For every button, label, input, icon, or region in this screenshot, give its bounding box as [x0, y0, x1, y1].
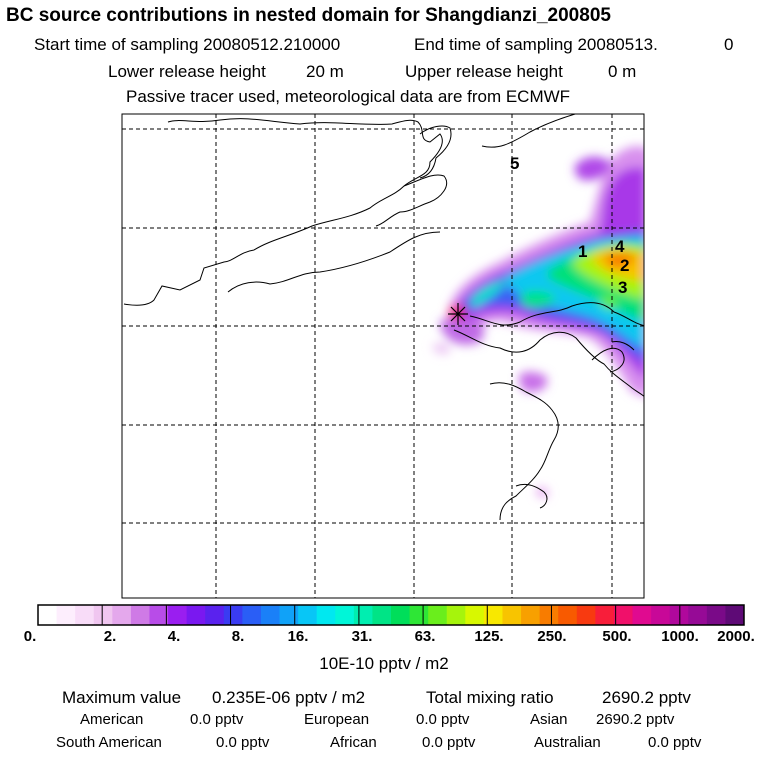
colorbar-swatch — [242, 605, 262, 625]
marker-2: 2 — [620, 256, 629, 275]
start-time-label: Start time of sampling 20080512.210000 — [34, 35, 341, 54]
colorbar-swatch — [613, 605, 634, 625]
colorbar-swatch — [502, 605, 522, 625]
upper-release-label: Upper release height — [405, 62, 563, 81]
max-value: 0.235E-06 pptv / m2 — [212, 688, 366, 707]
map-frame — [121, 113, 645, 599]
colorbar-swatch — [205, 605, 225, 625]
colorbar-tick: 0. — [23, 628, 37, 645]
upper-release-value: 0 m — [608, 62, 637, 81]
colorbar-swatch — [391, 605, 411, 625]
colorbar-swatch — [558, 605, 578, 625]
end-time-label: End time of sampling 20080513. — [414, 35, 658, 54]
colorbar-swatch — [651, 605, 671, 625]
region-value: 0.0 pptv — [648, 734, 702, 751]
colorbar-swatch — [56, 605, 76, 625]
colorbar-swatch — [149, 605, 169, 625]
total-mixing-value: 2690.2 pptv — [602, 688, 691, 707]
receptor-marker — [448, 303, 468, 325]
colorbar — [37, 604, 745, 626]
map-grid — [122, 114, 644, 598]
colorbar-swatch — [298, 605, 318, 625]
colorbar-swatch — [279, 605, 299, 625]
colorbar-tick: 250. — [537, 628, 567, 645]
colorbar-swatch — [428, 605, 448, 625]
lower-release-value: 20 m — [306, 62, 344, 81]
colorbar-tick: 31. — [351, 628, 373, 645]
colorbar-tick: 125. — [474, 628, 504, 645]
colorbar-swatch — [725, 605, 745, 625]
colorbar-swatch — [483, 605, 503, 625]
colorbar-swatch — [335, 605, 355, 625]
colorbar-swatch — [186, 605, 206, 625]
marker-4: 4 — [615, 237, 625, 256]
region-value: 0.0 pptv — [216, 734, 270, 751]
colorbar-tick: 63. — [414, 628, 436, 645]
region-name: Asian — [530, 711, 568, 728]
colorbar-swatch — [38, 605, 58, 625]
colorbar-swatch — [521, 605, 541, 625]
colorbar-tick: 4. — [167, 628, 181, 645]
colorbar-swatch — [112, 605, 132, 625]
colorbar-swatch — [688, 605, 708, 625]
colorbar-tick: 2. — [103, 628, 117, 645]
colorbar-swatch — [465, 605, 485, 625]
colorbar-swatch — [168, 605, 188, 625]
colorbar-swatch — [130, 605, 150, 625]
colorbar-swatch — [632, 605, 652, 625]
colorbar-swatch — [316, 605, 336, 625]
colorbar-tick: 1000. — [661, 628, 699, 645]
region-value: 0.0 pptv — [416, 711, 470, 728]
marker-5: 5 — [510, 154, 519, 173]
region-name: Australian — [534, 734, 601, 751]
end-time-value: 0 — [724, 35, 734, 54]
colorbar-swatch — [75, 605, 95, 625]
region-name: South American — [56, 734, 162, 751]
coastlines — [123, 114, 644, 521]
region-value: 2690.2 pptv — [596, 711, 675, 728]
colorbar-swatch — [595, 605, 615, 625]
plume-field — [432, 146, 644, 498]
region-name: European — [304, 711, 370, 728]
max-value-label: Maximum value — [62, 688, 182, 707]
colorbar-swatch — [576, 605, 596, 625]
tracer-note: Passive tracer used, meteorological data… — [126, 87, 571, 106]
colorbar-tick: 2000. — [717, 628, 755, 645]
chart-title: BC source contributions in nested domain… — [6, 5, 611, 26]
colorbar-swatch — [372, 605, 392, 625]
colorbar-swatch — [223, 605, 243, 625]
region-value: 0.0 pptv — [422, 734, 476, 751]
colorbar-swatch — [706, 605, 726, 625]
lower-release-label: Lower release height — [108, 62, 266, 81]
colorbar-unit: 10E-10 pptv / m2 — [319, 654, 449, 673]
region-name: African — [330, 734, 377, 751]
colorbar-swatch — [409, 605, 429, 625]
colorbar-tick: 8. — [231, 628, 245, 645]
region-value: 0.0 pptv — [190, 711, 244, 728]
colorbar-swatch — [93, 605, 113, 625]
colorbar-tick: 16. — [287, 628, 309, 645]
colorbar-swatch — [260, 605, 281, 625]
colorbar-frame — [37, 604, 745, 626]
total-mixing-label: Total mixing ratio — [426, 688, 554, 707]
location-markers: 1 2 3 4 5 — [510, 154, 629, 297]
colorbar-swatch — [446, 605, 466, 625]
colorbar-tick: 500. — [602, 628, 632, 645]
colorbar-swatch — [539, 605, 559, 625]
marker-3: 3 — [618, 278, 627, 297]
colorbar-swatch — [353, 605, 373, 625]
colorbar-swatch — [669, 605, 689, 625]
region-name: American — [80, 711, 144, 728]
marker-1: 1 — [578, 242, 587, 261]
